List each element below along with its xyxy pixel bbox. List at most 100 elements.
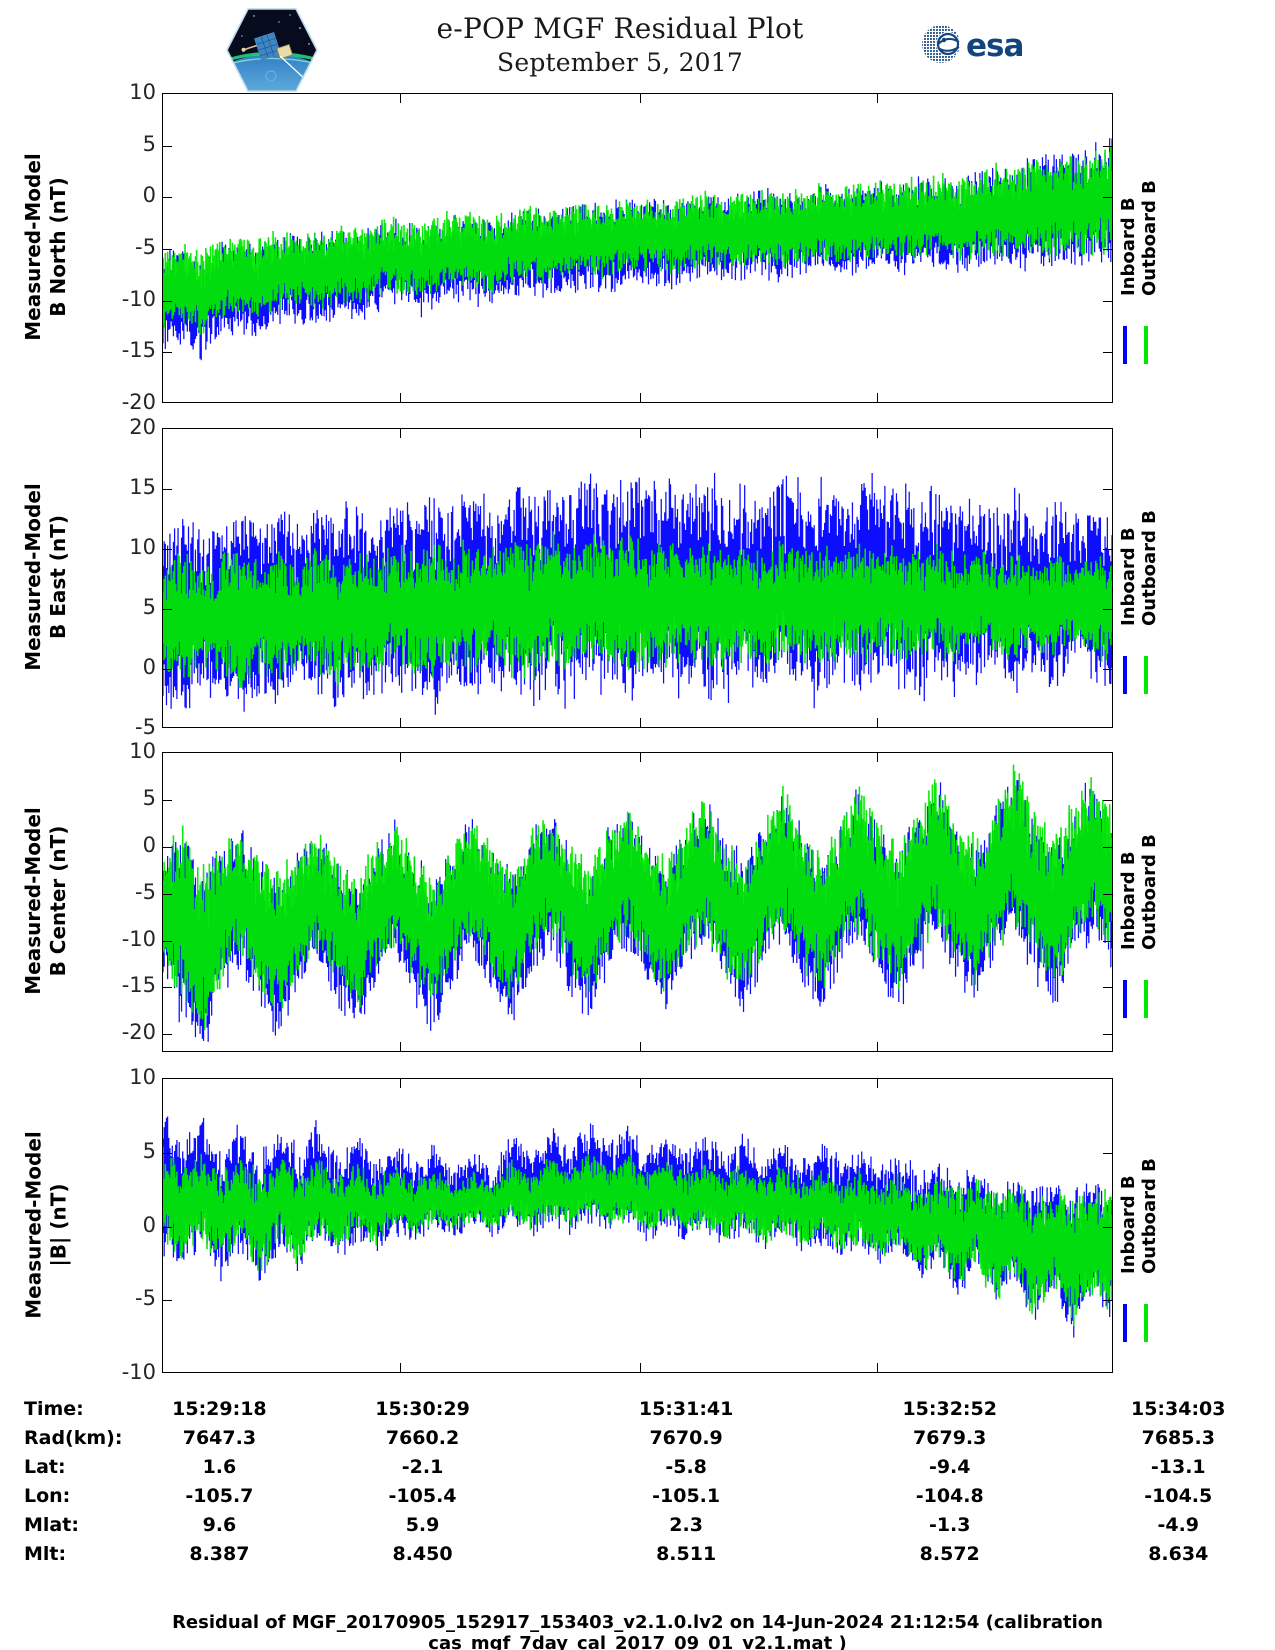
y-tick-label-0-3: -5 <box>135 235 156 259</box>
table-cell-0-0: 15:29:18 <box>172 1397 267 1420</box>
table-cell-5-0: 8.387 <box>189 1542 250 1565</box>
legend-1: Inboard B Outboard B <box>1118 428 1238 728</box>
y-tick-label-0-1: 5 <box>142 131 156 156</box>
x-tick-bottom-2-2 <box>640 1042 642 1051</box>
legend-3: Inboard B Outboard B <box>1118 1078 1238 1373</box>
table-cell-1-0: 7647.3 <box>182 1426 257 1449</box>
y-tick-2-1 <box>163 799 172 801</box>
y-tick-right-1-3 <box>1103 609 1112 610</box>
y-axis-title-line2-2: B Center (nT) <box>46 825 70 977</box>
x-tick-top-3-3 <box>877 1079 879 1088</box>
table-cell-3-0: -105.7 <box>185 1484 254 1507</box>
x-tick-top-0-3 <box>877 94 879 103</box>
table-cell-1-1: 7660.2 <box>385 1426 460 1449</box>
table-cell-5-2: 8.511 <box>656 1542 717 1565</box>
mission-logo-text: CASSIOPE <box>253 81 291 88</box>
legend-label-inboard-2: Inboard B <box>1118 851 1139 950</box>
table-row-label-4: Mlat: <box>24 1513 79 1536</box>
plot-axes-2 <box>162 752 1113 1052</box>
panel-3: 10 5 0 -5 -10 Measured-Model |B| (nT) Inboard B… <box>0 1065 1275 1384</box>
y-tick-label-3-3: -5 <box>135 1286 156 1311</box>
y-tick-right-1-4 <box>1103 669 1112 670</box>
plot-axes-0 <box>162 93 1113 403</box>
table-cell-5-4: 8.634 <box>1148 1542 1209 1565</box>
y-axis-title-line2-0: B North (nT) <box>46 177 70 317</box>
table-cell-5-1: 8.450 <box>392 1542 453 1565</box>
table-row: Time: 15:29:18 15:30:29 15:31:41 15:32:52 15:… <box>0 1394 1275 1423</box>
footer-caption: Residual of MGF_20170905_152917_153403_v… <box>172 1612 1103 1650</box>
table-cell-1-4: 7685.3 <box>1141 1426 1215 1449</box>
y-tick-right-3-2 <box>1103 1226 1112 1228</box>
x-tick-bottom-1-2 <box>640 718 642 727</box>
plot-area-0 <box>163 94 1112 402</box>
esa-logo-icon: esa <box>918 20 1053 68</box>
table-cell-2-2: -5.8 <box>665 1455 707 1478</box>
legend-swatch-inboard-2 <box>1123 980 1127 1018</box>
x-tick-bottom-3-1 <box>399 1363 401 1372</box>
y-tick-2-2 <box>163 846 172 848</box>
legend-swatch-outboard-1 <box>1144 656 1148 694</box>
y-axis-title-line1-3: Measured-Model <box>21 1130 45 1319</box>
y-tick-0-3 <box>163 249 172 250</box>
y-tick-label-2-4: -10 <box>121 926 156 951</box>
table-row-label-3: Lon: <box>24 1484 71 1507</box>
legend-swatch-outboard-2 <box>1144 980 1148 1018</box>
table-cell-4-1: 5.9 <box>405 1513 440 1536</box>
legend-swatch-inboard-0 <box>1123 326 1127 364</box>
table-cell-2-4: -13.1 <box>1150 1455 1206 1478</box>
legend-label-outboard-0: Outboard B <box>1139 180 1160 296</box>
y-tick-right-2-4 <box>1103 940 1112 942</box>
y-tick-label-3-2: 0 <box>142 1212 156 1237</box>
y-tick-label-0-0: 10 <box>129 80 156 104</box>
x-tick-bottom-3-3 <box>877 1363 879 1372</box>
ephemeris-table-body: Time: 15:29:18 15:30:29 15:31:41 15:32:52 15:… <box>0 1394 1275 1568</box>
y-tick-right-2-6 <box>1103 1034 1112 1036</box>
y-tick-3-1 <box>163 1152 172 1154</box>
x-tick-top-1-3 <box>877 429 879 438</box>
y-tick-label-1-4: 0 <box>142 655 156 679</box>
table-row-label-1: Rad(km): <box>24 1426 123 1449</box>
table-cell-4-4: -4.9 <box>1157 1513 1200 1536</box>
y-tick-labels-1: 20 15 10 5 0 -5 <box>96 415 156 739</box>
y-tick-0-5 <box>163 352 172 354</box>
y-tick-label-3-4: -10 <box>121 1360 156 1384</box>
y-tick-label-1-5: -5 <box>135 715 156 739</box>
title-main: e-POP MGF Residual Plot <box>436 12 804 45</box>
header: CASSIOPE e-POP MGF Residual Plot Septemb… <box>0 0 1275 92</box>
legend-label-inboard-1: Inboard B <box>1118 527 1139 626</box>
y-axis-title-2: Measured-Model B Center (nT) <box>21 751 71 1051</box>
y-tick-2-3 <box>163 893 172 895</box>
title-subtitle: September 5, 2017 <box>497 48 743 77</box>
y-tick-right-0-1 <box>1103 145 1112 147</box>
y-tick-labels-2: 10 5 0 -5 -10 -15 -20 <box>96 739 156 1052</box>
y-tick-right-1-1 <box>1103 489 1112 490</box>
x-tick-bottom-2-3 <box>877 1042 879 1051</box>
y-tick-label-2-3: -5 <box>135 879 156 904</box>
table-cell-0-2: 15:31:41 <box>638 1397 734 1420</box>
y-tick-label-2-2: 0 <box>142 832 156 857</box>
x-tick-bottom-2-1 <box>399 1042 401 1051</box>
x-tick-top-2-1 <box>399 753 401 762</box>
x-tick-top-3-2 <box>640 1079 642 1088</box>
legend-label-inboard-0: Inboard B <box>1118 197 1139 296</box>
x-tick-top-0-1 <box>399 94 401 103</box>
table-row-label-2: Lat: <box>24 1455 66 1478</box>
y-tick-right-2-1 <box>1103 799 1112 801</box>
plot-area-3 <box>163 1079 1112 1372</box>
y-tick-3-2 <box>163 1226 172 1228</box>
y-axis-title-line2-3: |B| (nT) <box>46 1183 70 1266</box>
y-tick-2-6 <box>163 1034 172 1036</box>
y-axis-title-line1-0: Measured-Model <box>21 153 45 341</box>
y-tick-right-3-1 <box>1103 1152 1112 1154</box>
table-cell-4-2: 2.3 <box>669 1513 703 1536</box>
y-tick-label-1-1: 15 <box>129 475 156 499</box>
x-tick-top-1-2 <box>640 429 642 438</box>
x-tick-top-2-3 <box>877 753 879 762</box>
y-tick-labels-0: 10 5 0 -5 -10 -15 -20 <box>96 80 156 414</box>
panel-1: 20 15 10 5 0 -5 Measured-Model B East (nT) Inboa… <box>0 415 1275 739</box>
table-cell-3-4: -104.5 <box>1144 1484 1213 1507</box>
legend-0: Inboard B Outboard B <box>1118 93 1238 403</box>
y-tick-0-4 <box>163 300 172 302</box>
y-tick-1-2 <box>163 549 172 550</box>
y-axis-title-1: Measured-Model B East (nT) <box>21 427 71 727</box>
